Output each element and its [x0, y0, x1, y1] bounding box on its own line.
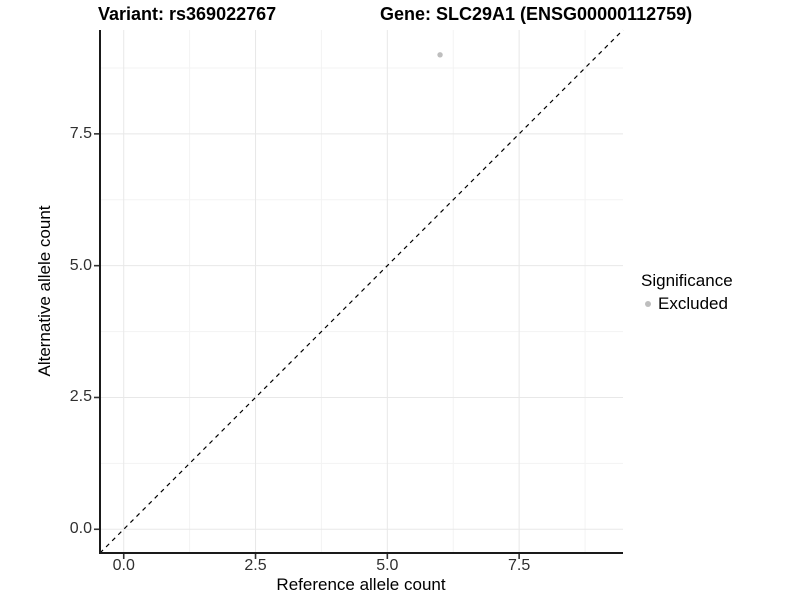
- data-point: [437, 52, 443, 58]
- plot-title-gene: Gene: SLC29A1 (ENSG00000112759): [380, 4, 693, 24]
- x-tick-label: 5.0: [376, 557, 399, 574]
- legend-title: Significance: [641, 271, 733, 290]
- legend: Significance Excluded: [641, 271, 733, 314]
- x-tick-label: 7.5: [508, 557, 531, 574]
- plot-title-variant: Variant: rs369022767: [98, 4, 277, 24]
- x-tick-label: 2.5: [244, 557, 267, 574]
- y-axis-title: Alternative allele count: [35, 205, 54, 377]
- x-tick-label: 0.0: [112, 557, 135, 574]
- legend-item-label: Excluded: [658, 294, 728, 313]
- plot-panel: [94, 29, 624, 559]
- y-tick-label: 2.5: [69, 388, 92, 406]
- legend-item-excluded: Excluded: [641, 294, 733, 314]
- x-axis-title: Reference allele count: [276, 575, 446, 594]
- y-tick-label: 7.5: [69, 124, 92, 142]
- y-tick-label: 5.0: [69, 256, 92, 274]
- legend-point-icon: [645, 301, 651, 307]
- chart-canvas: [94, 29, 624, 559]
- identity-dashed-line: [99, 29, 624, 554]
- y-tick-label: 0.0: [69, 520, 92, 538]
